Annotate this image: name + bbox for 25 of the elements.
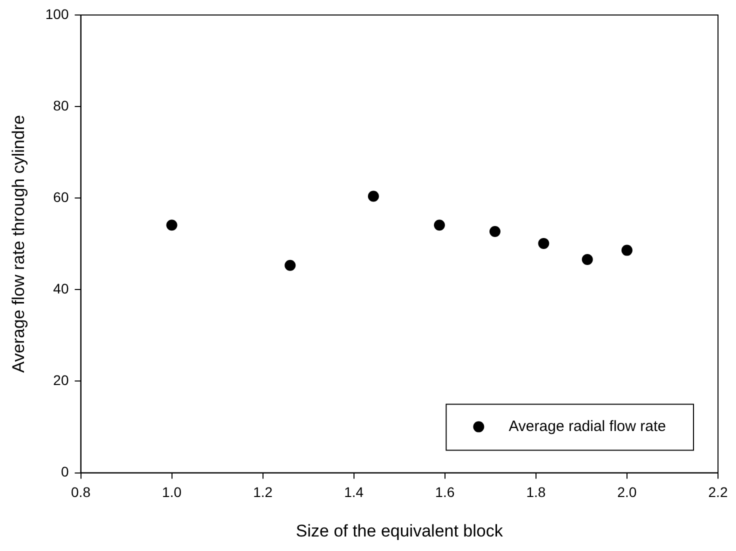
x-tick-label: 2.0: [617, 484, 637, 500]
point: [489, 226, 500, 238]
y-tick-label: 20: [53, 372, 69, 388]
y-tick-label: 0: [60, 464, 69, 480]
y-tick-label: 60: [53, 188, 69, 205]
point: [621, 244, 632, 256]
x-tick-label: 1.8: [526, 484, 546, 500]
point: [368, 190, 379, 202]
y-tick-label: 80: [53, 97, 69, 114]
point: [166, 220, 178, 231]
y-tick-label: 100: [45, 6, 69, 22]
x-tick-label: 1.2: [253, 484, 273, 500]
x-tick-label: 2.2: [708, 484, 728, 500]
x-tick-label: 1.6: [435, 484, 455, 500]
legend-label: Average radial flow rate: [508, 418, 666, 435]
x-axis-title: Size of the equivalent block: [296, 521, 504, 540]
y-tick-label: 40: [53, 280, 69, 297]
point: [434, 220, 445, 231]
x-tick-label: 1.0: [162, 484, 182, 500]
point: [538, 238, 550, 249]
y-axis-title: Average flow rate through cylindre: [8, 115, 28, 373]
x-tick-label: 1.4: [344, 484, 364, 500]
x-tick-label: 0.8: [71, 484, 91, 500]
point: [582, 254, 593, 265]
point: [284, 260, 296, 271]
